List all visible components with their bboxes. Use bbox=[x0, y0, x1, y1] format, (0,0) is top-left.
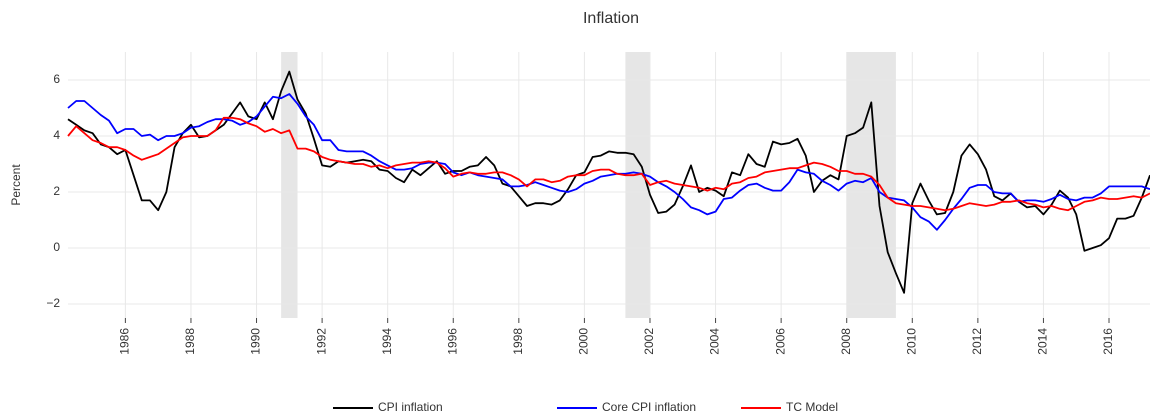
x-tick-label: 1996 bbox=[445, 328, 459, 355]
chart-title: Inflation bbox=[583, 10, 639, 27]
legend-label: Core CPI inflation bbox=[602, 400, 696, 414]
x-tick-label: 2010 bbox=[904, 328, 918, 355]
y-tick-label: 6 bbox=[53, 72, 60, 86]
x-tick-label: 2014 bbox=[1036, 328, 1050, 355]
x-tick-label: 2000 bbox=[577, 328, 591, 355]
x-tick-label: 1986 bbox=[118, 328, 132, 355]
legend-label: CPI inflation bbox=[378, 400, 443, 414]
x-tick-label: 1998 bbox=[511, 328, 525, 355]
y-tick-label: −2 bbox=[46, 296, 60, 310]
x-tick-label: 1992 bbox=[314, 328, 328, 355]
y-tick-label: 4 bbox=[53, 128, 60, 142]
x-tick-label: 2012 bbox=[970, 328, 984, 355]
legend-label: TC Model bbox=[786, 400, 838, 414]
x-tick-label: 2006 bbox=[773, 328, 787, 355]
y-tick-label: 0 bbox=[53, 240, 60, 254]
series-line bbox=[67, 93, 1150, 231]
series-line bbox=[67, 116, 1150, 212]
shaded-region bbox=[281, 52, 298, 318]
x-tick-label: 1990 bbox=[249, 328, 263, 355]
y-axis-label: Percent bbox=[9, 164, 23, 206]
y-tick-label: 2 bbox=[53, 184, 60, 198]
x-tick-label: 2016 bbox=[1101, 328, 1115, 355]
x-tick-label: 2004 bbox=[708, 328, 722, 355]
shaded-region bbox=[625, 52, 650, 318]
x-tick-label: 2002 bbox=[642, 328, 656, 355]
series-line bbox=[67, 70, 1150, 294]
x-tick-label: 1994 bbox=[380, 328, 394, 355]
shaded-region bbox=[846, 52, 896, 318]
x-tick-label: 2008 bbox=[839, 328, 853, 355]
x-tick-label: 1988 bbox=[183, 328, 197, 355]
